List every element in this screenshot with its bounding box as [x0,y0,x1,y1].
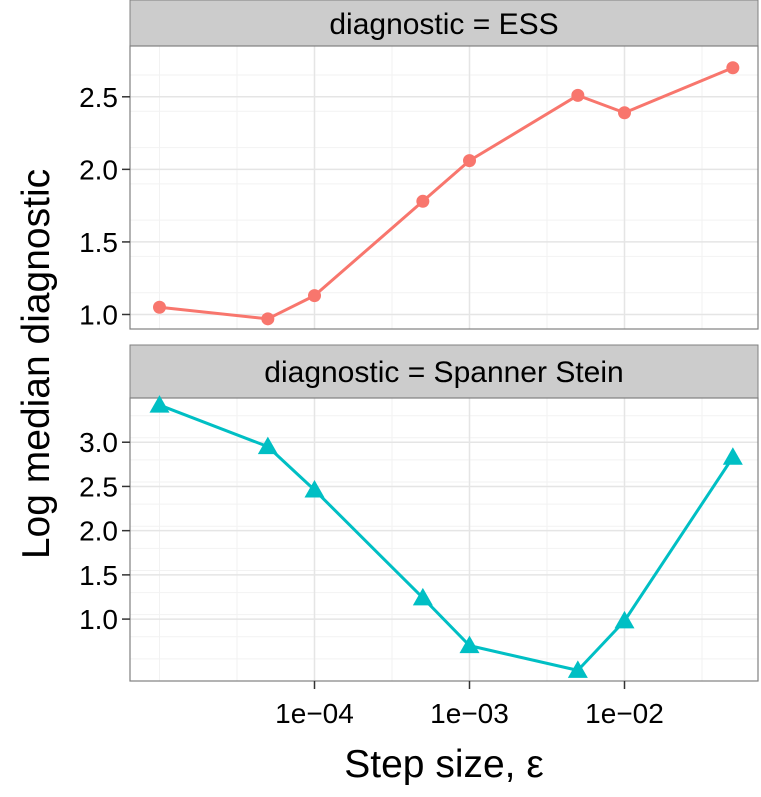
y-tick-label: 1.5 [79,227,118,258]
series-line [158,403,735,672]
data-point [459,635,480,654]
y-tick-label: 2.5 [79,82,118,113]
data-point [153,300,166,314]
data-point [412,587,433,606]
x-tick-label: 1e−03 [430,698,509,729]
y-tick-label: 1.0 [79,299,118,330]
data-point [726,61,740,75]
data-point [304,479,325,498]
y-tick-label: 3.0 [79,427,118,458]
gridlines-ess [130,46,758,329]
y-tick-label: 2.0 [79,154,118,185]
y-tick-label: 2.5 [79,471,118,502]
data-point [149,395,170,413]
data-point [722,447,743,465]
data-point [463,154,476,168]
strip-label-ess: diagnostic = ESS [329,8,558,41]
y-tick-label: 1.0 [79,604,118,635]
strip-background-ess [129,0,759,47]
panel-border-spanner-stein [129,397,759,682]
data-point [261,312,275,326]
data-point [614,610,635,629]
data-point [416,194,430,208]
series-spanner-stein [149,395,743,678]
panel-border-ess [129,45,759,330]
y-tick-label: 2.0 [79,516,118,547]
y-axis-spanner-stein: 1.0 1.5 2.0 2.5 3.0 [79,427,130,635]
data-point [308,289,321,303]
x-tick-label: 1e−04 [275,698,354,729]
strip-background-spanner-stein [129,344,759,399]
gridlines-spanner-stein [130,398,758,681]
x-tick-label: 1e−02 [585,698,664,729]
data-point [618,106,631,120]
series-ess [153,61,740,326]
data-point [257,436,278,455]
y-tick-label: 1.5 [79,560,118,591]
series-line [159,66,734,321]
data-point [567,660,588,678]
strip-label-spanner-stein: diagnostic = Spanner Stein [264,356,623,389]
x-axis: 1e−04 1e−03 1e−02 [275,681,664,729]
panel-ess: diagnostic = ESS 1.0 1.5 2.0 2.5 [79,0,759,330]
y-axis-ess: 1.0 1.5 2.0 2.5 [79,82,130,330]
y-axis-title: Log median diagnostic [15,169,58,559]
x-axis-title: Step size, ε [344,743,543,786]
panel-spanner-stein: diagnostic = Spanner Stein 1.0 1.5 2.0 2.5 3… [79,344,759,682]
data-point [571,88,585,102]
